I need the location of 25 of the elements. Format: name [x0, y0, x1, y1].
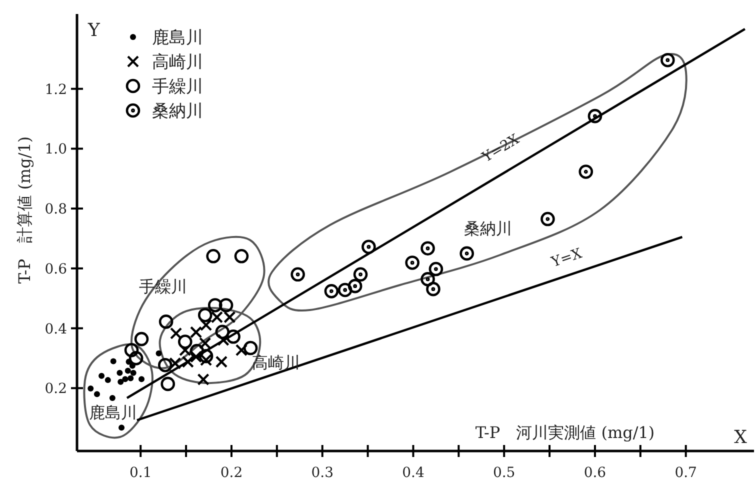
y-tick-label: 1.0: [44, 142, 67, 158]
legend-label: 鹿島川: [152, 28, 203, 48]
annotation: 手繰川: [139, 277, 187, 296]
x-tick-label: 0.4: [402, 465, 424, 479]
y-tick-label: 0.2: [44, 381, 67, 398]
y-tick-label: 0.8: [44, 202, 67, 218]
annotation: Y=X: [548, 246, 584, 272]
annotation: Y: [87, 20, 101, 41]
x-tick-label: 0.3: [311, 465, 334, 479]
legend-label: 高崎川: [152, 52, 203, 72]
x-tick-label: 0.1: [129, 465, 152, 479]
y-tick-label: 1.2: [44, 82, 67, 98]
annotation: 桑納川: [464, 219, 512, 238]
y-tick-label: 0.4: [44, 321, 68, 338]
annotation: 鹿島川: [89, 403, 137, 422]
x-tick-label: 0.5: [492, 465, 516, 479]
x-tick-label: 0.7: [674, 465, 697, 479]
y-axis-title: T-P 計算値 (mg/1): [15, 136, 34, 284]
x-axis-title: T-P 河川実測値 (mg/1): [475, 423, 655, 442]
y-tick-label: 0.6: [44, 261, 68, 278]
x-tick-label: 0.6: [584, 465, 606, 479]
legend-label: 桑納川: [152, 102, 203, 122]
annotation: X: [734, 427, 748, 448]
x-tick-label: 0.2: [220, 465, 243, 479]
legend-label: 手繰川: [152, 77, 203, 97]
